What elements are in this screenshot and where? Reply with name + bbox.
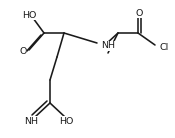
Text: HO: HO: [59, 116, 73, 125]
Text: NH: NH: [101, 42, 115, 51]
Text: NH: NH: [24, 116, 38, 125]
Text: HO: HO: [22, 10, 36, 19]
Text: Cl: Cl: [160, 43, 169, 52]
Text: O: O: [19, 47, 27, 56]
Text: O: O: [135, 9, 143, 18]
